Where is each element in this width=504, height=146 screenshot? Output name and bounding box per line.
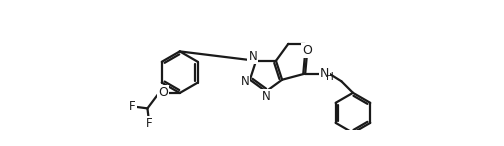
Text: O: O [302,44,311,57]
Text: F: F [146,117,152,130]
Text: N: N [248,50,257,63]
Text: N: N [320,67,329,80]
Text: F: F [129,100,136,113]
Text: N: N [262,90,270,103]
Text: N: N [240,75,249,88]
Text: H: H [326,72,334,82]
Text: O: O [158,86,168,99]
